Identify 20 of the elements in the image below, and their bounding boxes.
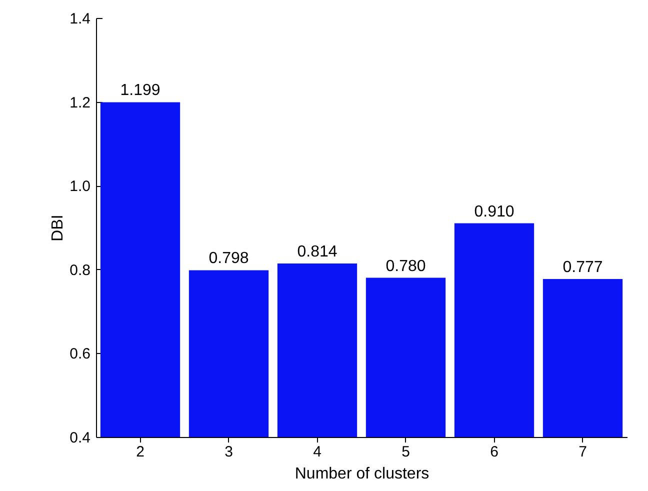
y-axis-title: DBI <box>50 214 67 242</box>
data-label: 0.910 <box>474 203 514 220</box>
x-tick-label: 7 <box>578 444 587 460</box>
y-tick-label: 0.4 <box>70 430 90 446</box>
data-label: 1.199 <box>120 82 160 100</box>
x-axis-title: Number of clusters <box>294 466 430 482</box>
x-tick-label: 6 <box>490 444 498 460</box>
data-label: 0.780 <box>386 258 426 275</box>
data-label: 0.814 <box>297 244 338 261</box>
y-tick-label: 1.4 <box>70 10 90 28</box>
y-tick-label: 1.0 <box>70 178 90 196</box>
x-tick-label: 3 <box>224 444 233 460</box>
data-label: 0.777 <box>562 259 603 276</box>
data-label: 0.798 <box>208 250 249 268</box>
x-tick-label: 2 <box>136 444 144 460</box>
y-tick-label: 0.6 <box>70 346 90 363</box>
y-tick-label: 1.2 <box>70 94 90 112</box>
x-tick-label: 4 <box>313 444 322 460</box>
y-tick-label: 0.8 <box>70 262 90 279</box>
x-tick-label: 5 <box>402 444 410 460</box>
